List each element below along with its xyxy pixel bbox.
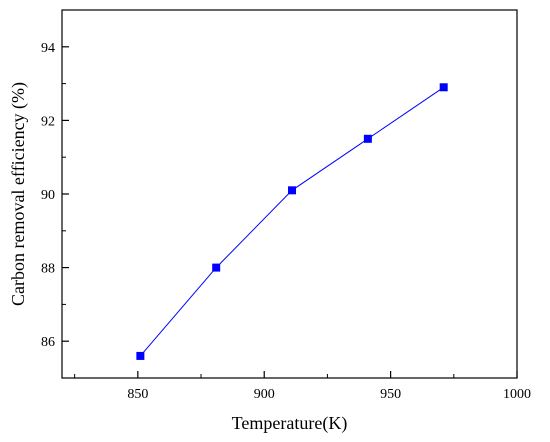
y-axis: 86 88 90 92 94: [41, 41, 69, 350]
y-tick-label: 94: [41, 41, 55, 56]
data-point-marker: [212, 263, 221, 272]
data-series: [136, 83, 448, 360]
x-tick-label: 1000: [503, 387, 531, 402]
data-point-marker: [439, 83, 448, 92]
y-tick-label: 88: [41, 262, 55, 277]
x-tick-label: 900: [254, 387, 275, 402]
x-tick-label: 850: [127, 387, 148, 402]
x-axis: 850 900 950 1000: [74, 371, 531, 402]
series-line: [139, 86, 444, 357]
data-point-marker: [288, 186, 297, 195]
x-axis-title: Temperature(K): [232, 413, 348, 434]
data-point-marker: [136, 351, 145, 360]
data-point-marker: [363, 134, 372, 143]
y-tick-label: 90: [41, 188, 55, 203]
y-tick-label: 86: [41, 335, 55, 350]
x-tick-label: 950: [380, 387, 401, 402]
y-tick-label: 92: [41, 114, 55, 129]
y-axis-title: Carbon removal efficiency (%): [8, 82, 29, 306]
